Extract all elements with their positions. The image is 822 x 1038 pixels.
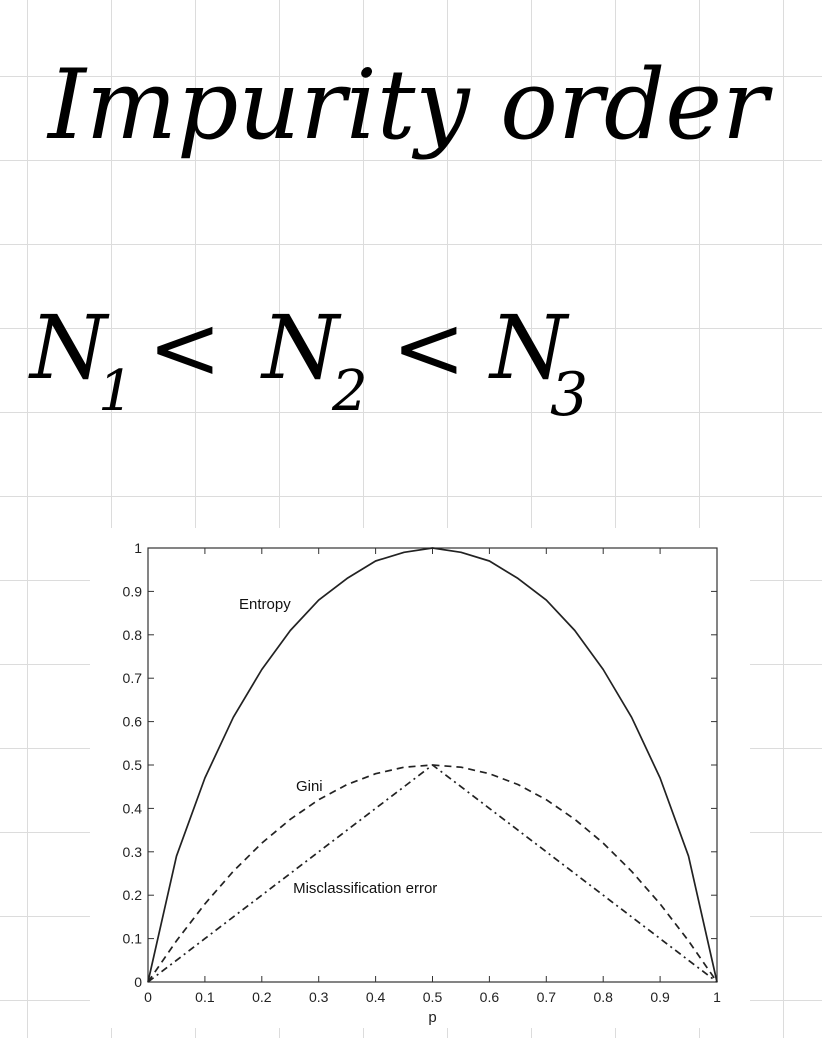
y-tick-label: 0.2 [123, 887, 143, 903]
note-inequality: N 1 < N 2 < N 3 [28, 296, 588, 430]
impurity-chart: 0 0.1 0.2 0.3 0.4 0.5 0.6 0.7 0.8 0.9 1 0 0.1 0.2 0.3 0… [90, 528, 750, 1028]
x-tick-label: 1 [713, 989, 721, 1005]
y-tick-label: 1 [134, 540, 142, 556]
x-tick-label: 0.2 [252, 989, 272, 1005]
y-tick-label: 0.7 [123, 670, 143, 686]
x-tick-label: 0.3 [309, 989, 329, 1005]
inequality-part: N [488, 296, 570, 399]
y-tick-label: 0.6 [123, 714, 143, 730]
inequality-part: < [392, 296, 466, 399]
series-label-misclassification-error: Misclassification error [293, 880, 437, 897]
x-tick-label: 0.4 [366, 989, 386, 1005]
handwritten-notes: Impurity order N 1 < N 2 < N 3 [28, 49, 773, 430]
inequality-part: 3 [550, 360, 588, 430]
x-tick-label: 0.6 [480, 989, 500, 1005]
y-tick-label: 0.4 [123, 800, 143, 816]
x-tick-label: 0 [144, 989, 152, 1005]
x-tick-label: 0.7 [537, 989, 557, 1005]
chart-svg: 0 0.1 0.2 0.3 0.4 0.5 0.6 0.7 0.8 0.9 1 0 0.1 0.2 0.3 0… [123, 540, 722, 1026]
inequality-part: < [148, 296, 222, 399]
y-tick-label: 0.1 [123, 931, 143, 947]
y-tick-label: 0.3 [123, 844, 143, 860]
x-axis-label: p [428, 1009, 436, 1026]
y-tick-label: 0.9 [123, 583, 143, 599]
inequality-part: N [260, 296, 342, 399]
series-label-gini: Gini [296, 778, 323, 795]
x-tick-label: 0.1 [195, 989, 215, 1005]
x-tick-label: 0.8 [593, 989, 613, 1005]
series-line-misclassification-error [147, 764, 718, 983]
y-tick-label: 0 [134, 974, 142, 990]
series-label-entropy: Entropy [239, 596, 291, 613]
x-tick-label: 0.9 [650, 989, 670, 1005]
note-title: Impurity order [46, 49, 773, 161]
series-line-gini [147, 764, 718, 983]
x-tick-label: 0.5 [423, 989, 443, 1005]
y-tick-label: 0.8 [123, 627, 143, 643]
inequality-part: N [28, 296, 110, 399]
inequality-part: 1 [98, 359, 134, 424]
y-tick-label: 0.5 [123, 757, 143, 773]
series-line-entropy [147, 547, 718, 983]
inequality-part: 2 [331, 359, 368, 424]
